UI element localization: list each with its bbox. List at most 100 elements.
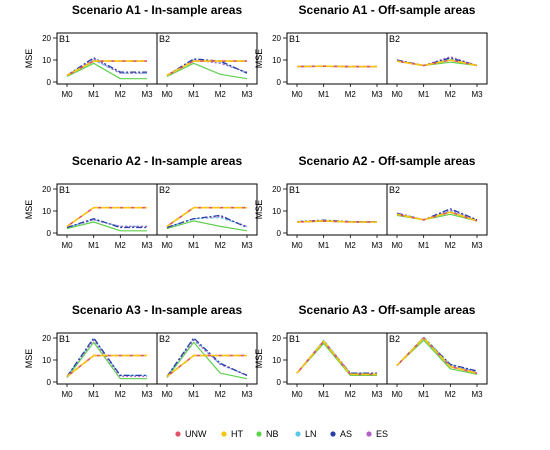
y-tick-label: 0 <box>277 378 282 387</box>
chart-4: Scenario A2 - Off-sample areas MSE 0 10 20 B1… <box>254 154 488 250</box>
y-axis-label: MSE <box>24 200 34 220</box>
x-tick-label: M2 <box>345 241 357 250</box>
series-line-as <box>166 337 248 377</box>
panel-label: B2 <box>159 185 170 195</box>
panel-label: B2 <box>389 185 400 195</box>
series-line-unw <box>166 60 247 77</box>
x-tick-label: M1 <box>88 90 100 99</box>
panel-b1: B1 M0 M1 M2 M3 <box>286 32 388 99</box>
x-tick-label: M0 <box>391 90 403 99</box>
x-tick-label: M2 <box>345 90 357 99</box>
y-tick-label: 20 <box>272 34 281 43</box>
legend-marker-es <box>366 431 372 437</box>
x-tick-label: M3 <box>371 241 383 250</box>
legend-marker-ht <box>221 431 227 437</box>
panel-label: B1 <box>59 185 70 195</box>
series-line-unw <box>396 337 478 374</box>
panel-label: B1 <box>289 34 300 44</box>
legend-label-es: ES <box>376 429 388 439</box>
x-tick-label: M1 <box>318 241 330 250</box>
y-tick-label: 10 <box>42 207 51 216</box>
panel-b2: B2 M0 M1 M2 M3 <box>386 183 488 250</box>
series-line-nb <box>166 341 248 380</box>
panel-label: B2 <box>159 334 170 344</box>
x-tick-label: M0 <box>161 390 173 399</box>
panel-frame <box>286 183 388 236</box>
x-tick-label: M2 <box>445 390 457 399</box>
x-tick-label: M1 <box>88 241 100 250</box>
panel-frame <box>156 183 258 236</box>
x-tick-label: M1 <box>418 390 430 399</box>
x-tick-label: M0 <box>161 90 173 99</box>
series-line-ht <box>166 206 247 228</box>
chart-1: Scenario A1 - In-sample areas MSE 0 10 20 B1 M… <box>24 3 258 99</box>
x-tick-label: M1 <box>188 90 200 99</box>
panel-label: B1 <box>289 185 300 195</box>
legend-marker-as <box>330 431 336 437</box>
panel-b1: B1 M0 M1 M2 M3 <box>56 32 158 99</box>
panel-label: B1 <box>289 334 300 344</box>
x-tick-label: M3 <box>241 90 253 99</box>
x-tick-label: M3 <box>471 390 483 399</box>
panel-b2: B2 M0 M1 M2 M3 <box>386 332 488 399</box>
y-tick-label: 20 <box>272 334 281 343</box>
panel-b1: B1 M0 M1 M2 M3 <box>56 183 158 250</box>
x-tick-label: M1 <box>318 90 330 99</box>
series-line-ht <box>396 59 478 67</box>
chart-title: Scenario A3 - Off-sample areas <box>299 303 476 317</box>
chart-title: Scenario A1 - Off-sample areas <box>299 3 476 17</box>
series-line-nb <box>66 341 147 380</box>
x-tick-label: M3 <box>241 390 253 399</box>
series-line-nb <box>66 62 147 80</box>
x-tick-label: M1 <box>188 241 200 250</box>
y-tick-label: 20 <box>42 34 51 43</box>
x-tick-label: M2 <box>215 241 227 250</box>
series-line-as <box>66 218 147 229</box>
panel-b2: B2 M0 M1 M2 M3 <box>156 332 258 399</box>
series-line-ln <box>166 217 248 229</box>
y-tick-label: 0 <box>47 78 52 87</box>
x-tick-label: M0 <box>61 241 73 250</box>
legend-label-nb: NB <box>266 429 279 439</box>
x-tick-label: M0 <box>391 241 403 250</box>
x-tick-label: M3 <box>141 90 153 99</box>
panel-b2: B2 M0 M1 M2 M3 <box>156 32 258 99</box>
legend-marker-unw <box>175 431 181 437</box>
x-tick-label: M0 <box>291 390 303 399</box>
panel-b2: B2 M0 M1 M2 M3 <box>156 183 258 250</box>
y-axis-label: MSE <box>254 349 264 369</box>
x-tick-label: M1 <box>418 241 430 250</box>
y-axis-label: MSE <box>254 49 264 69</box>
x-tick-label: M2 <box>445 241 457 250</box>
legend-label-ht: HT <box>231 429 243 439</box>
series-line-ht <box>166 60 247 77</box>
panel-frame <box>386 183 488 236</box>
x-tick-label: M3 <box>471 90 483 99</box>
panel-label: B1 <box>59 34 70 44</box>
y-tick-label: 0 <box>47 378 52 387</box>
series-line-as <box>166 58 248 76</box>
x-tick-label: M1 <box>318 390 330 399</box>
y-tick-label: 0 <box>277 229 282 238</box>
x-tick-label: M0 <box>61 90 73 99</box>
panel-label: B1 <box>59 334 70 344</box>
y-tick-label: 10 <box>272 207 281 216</box>
panel-label: B2 <box>389 334 400 344</box>
panel-b1: B1 M0 M1 M2 M3 <box>286 332 388 399</box>
x-tick-label: M2 <box>345 390 357 399</box>
legend-label-as: AS <box>340 429 352 439</box>
y-tick-label: 0 <box>277 78 282 87</box>
x-tick-label: M3 <box>141 390 153 399</box>
x-tick-label: M3 <box>141 241 153 250</box>
series-line-ht <box>66 60 147 77</box>
x-tick-label: M3 <box>241 241 253 250</box>
series-line-ht <box>66 354 147 378</box>
chart-title: Scenario A3 - In-sample areas <box>72 303 243 317</box>
y-tick-label: 20 <box>272 185 281 194</box>
x-tick-label: M0 <box>291 90 303 99</box>
y-tick-label: 20 <box>42 185 51 194</box>
y-axis-label: MSE <box>24 349 34 369</box>
y-tick-label: 20 <box>42 334 51 343</box>
x-tick-label: M2 <box>215 390 227 399</box>
